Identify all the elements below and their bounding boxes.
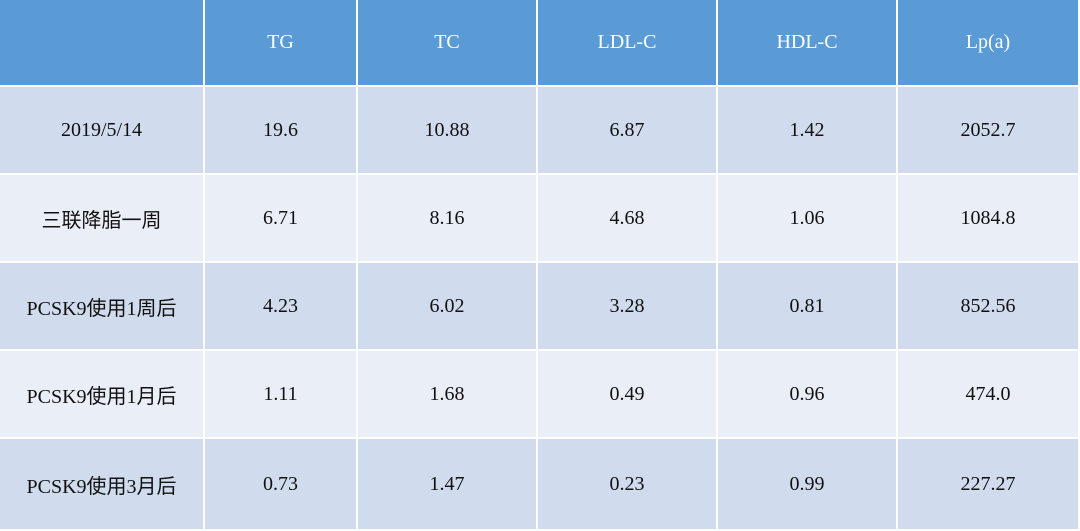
data-cell: 0.49 <box>538 351 718 439</box>
data-cell: 6.02 <box>358 263 538 351</box>
data-cell: 1.47 <box>358 439 538 531</box>
header-corner <box>0 0 205 87</box>
row-label: PCSK9使用3月后 <box>0 439 205 531</box>
data-cell: 1.42 <box>718 87 898 175</box>
row-label: 2019/5/14 <box>0 87 205 175</box>
row-label: 三联降脂一周 <box>0 175 205 263</box>
data-cell: 0.73 <box>205 439 358 531</box>
row-label: PCSK9使用1月后 <box>0 351 205 439</box>
column-header: TC <box>358 0 538 87</box>
data-cell: 0.96 <box>718 351 898 439</box>
column-header: TG <box>205 0 358 87</box>
column-header: Lp(a) <box>898 0 1080 87</box>
data-cell: 4.23 <box>205 263 358 351</box>
data-cell: 1.11 <box>205 351 358 439</box>
data-cell: 0.23 <box>538 439 718 531</box>
column-header: HDL-C <box>718 0 898 87</box>
data-cell: 1084.8 <box>898 175 1080 263</box>
data-cell: 227.27 <box>898 439 1080 531</box>
column-header: LDL-C <box>538 0 718 87</box>
data-cell: 0.99 <box>718 439 898 531</box>
data-cell: 1.06 <box>718 175 898 263</box>
row-label: PCSK9使用1周后 <box>0 263 205 351</box>
data-cell: 1.68 <box>358 351 538 439</box>
data-cell: 852.56 <box>898 263 1080 351</box>
data-cell: 6.71 <box>205 175 358 263</box>
data-cell: 19.6 <box>205 87 358 175</box>
data-cell: 6.87 <box>538 87 718 175</box>
data-cell: 10.88 <box>358 87 538 175</box>
data-cell: 0.81 <box>718 263 898 351</box>
data-cell: 474.0 <box>898 351 1080 439</box>
data-cell: 3.28 <box>538 263 718 351</box>
data-cell: 8.16 <box>358 175 538 263</box>
data-cell: 2052.7 <box>898 87 1080 175</box>
data-cell: 4.68 <box>538 175 718 263</box>
